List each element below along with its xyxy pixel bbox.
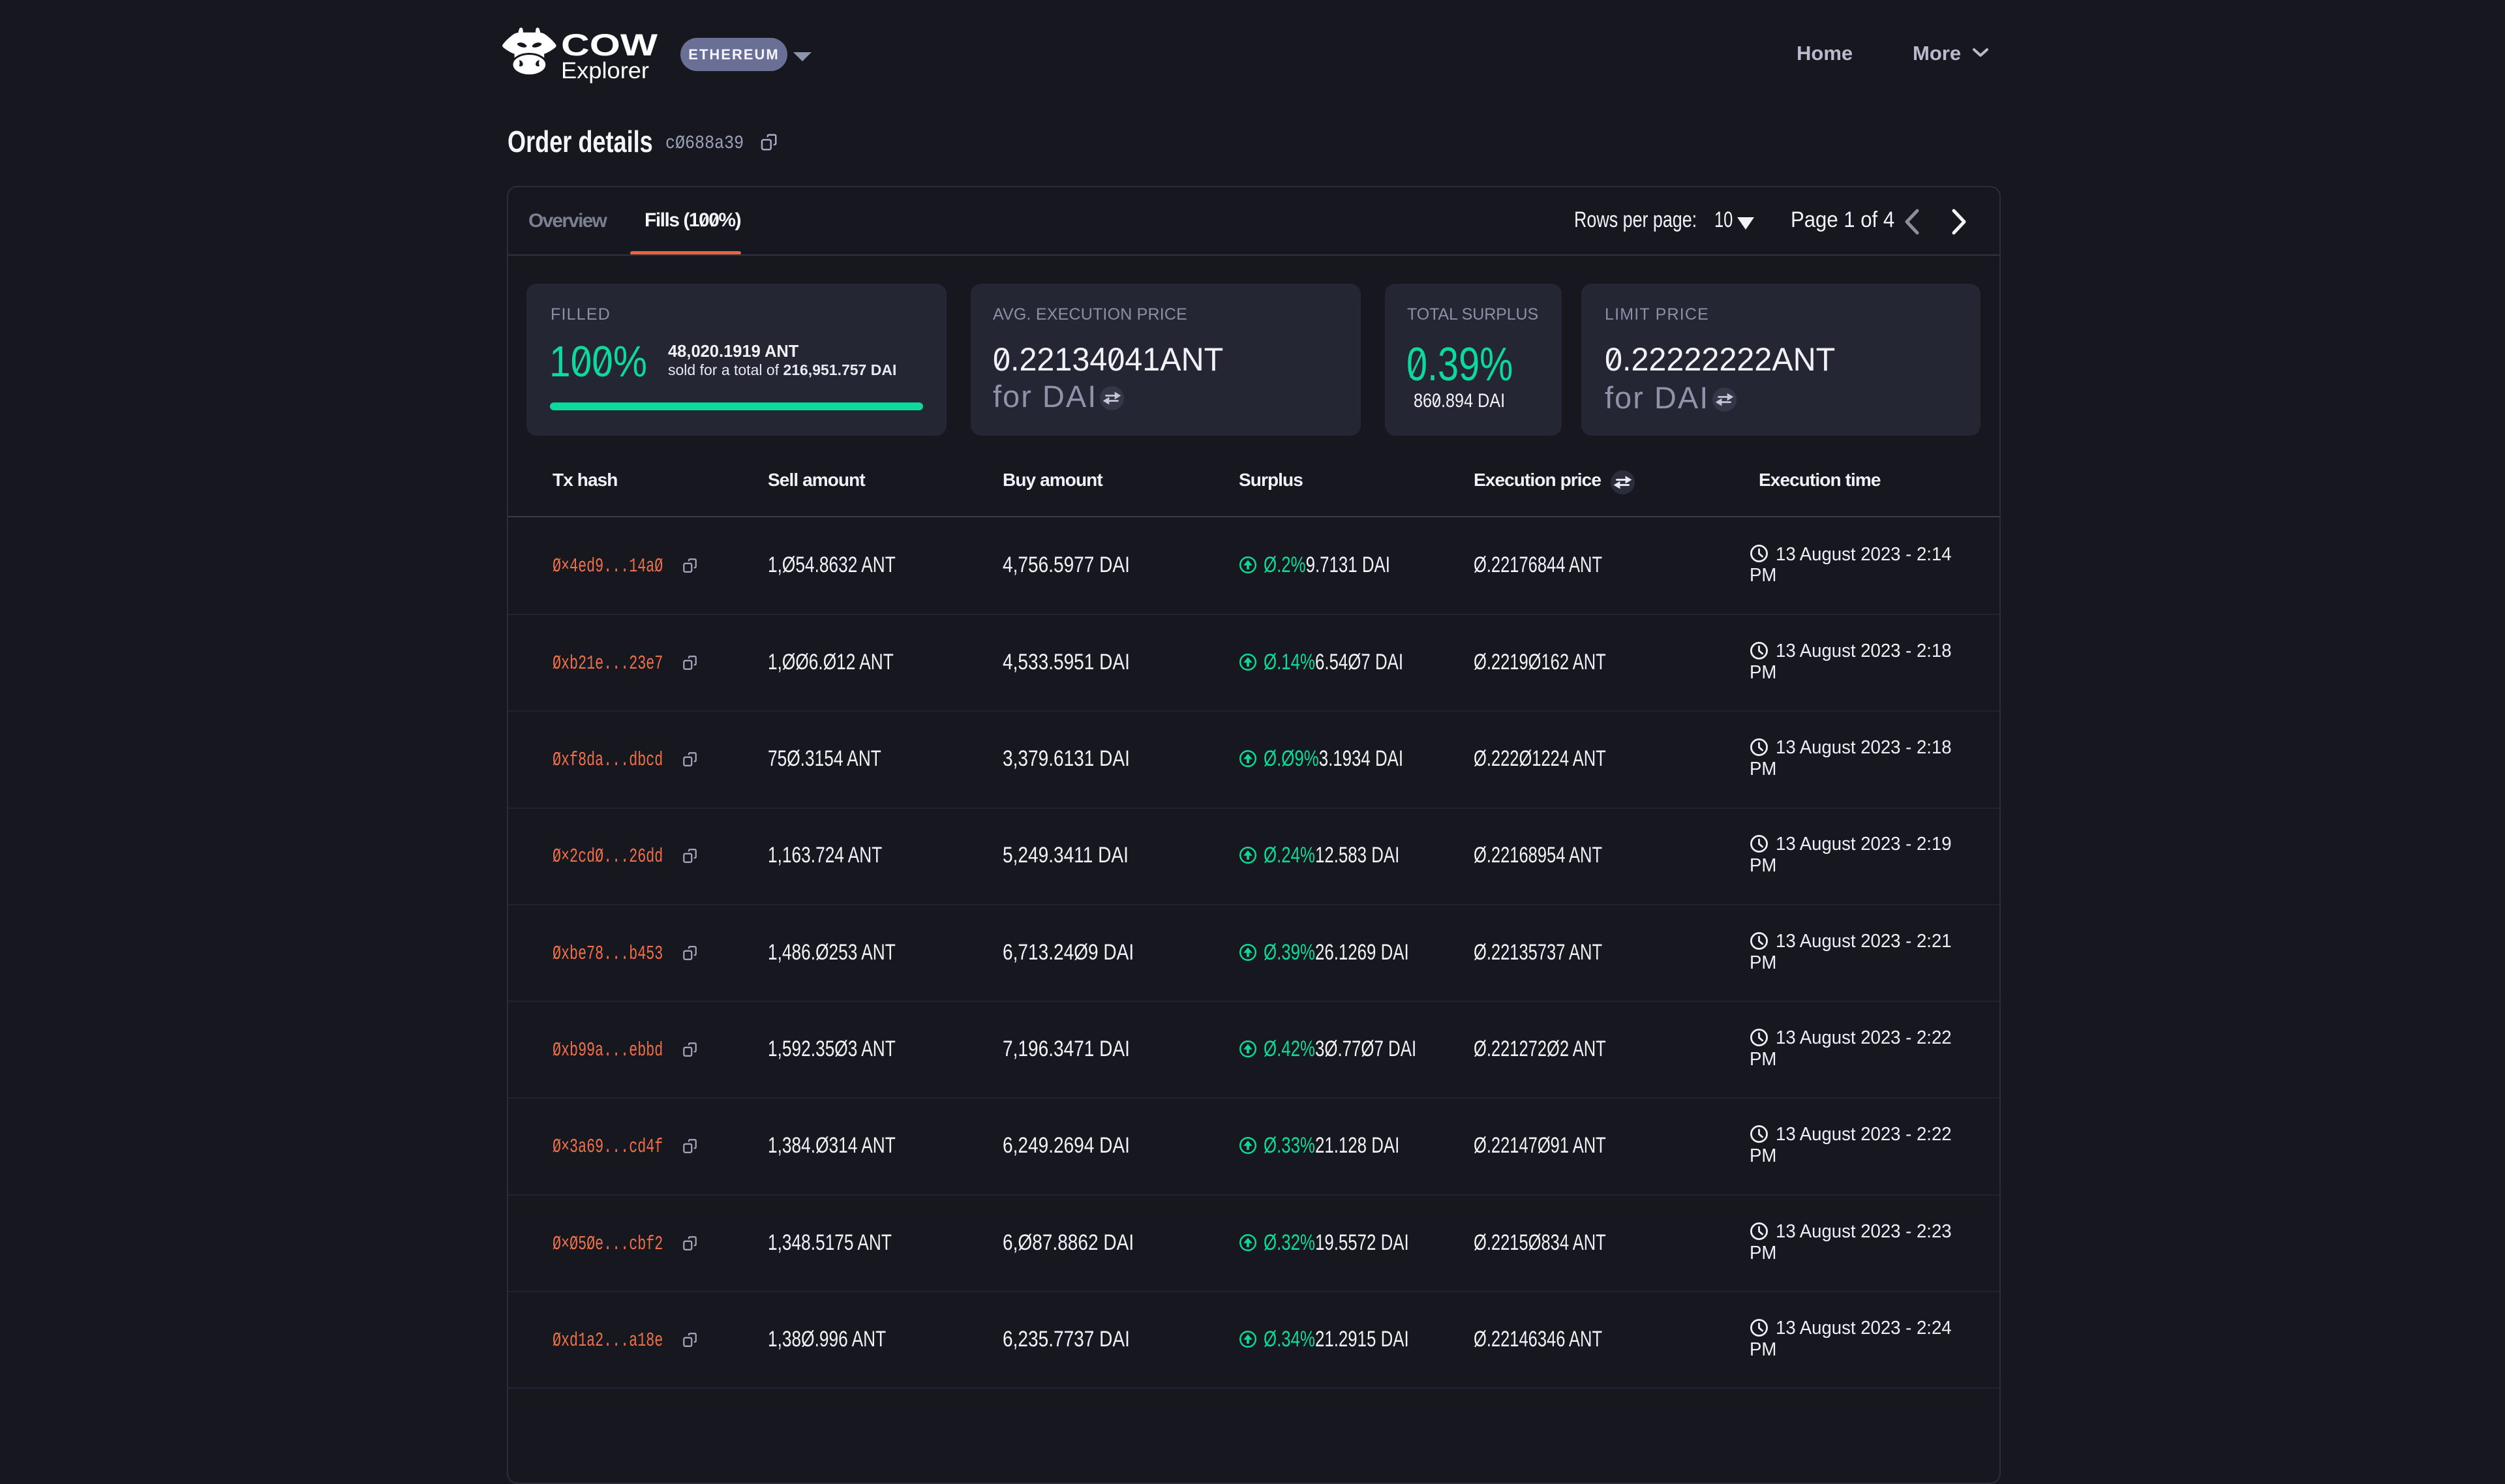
svg-text:COW: COW [561,29,658,62]
svg-text:Explorer: Explorer [561,58,649,83]
